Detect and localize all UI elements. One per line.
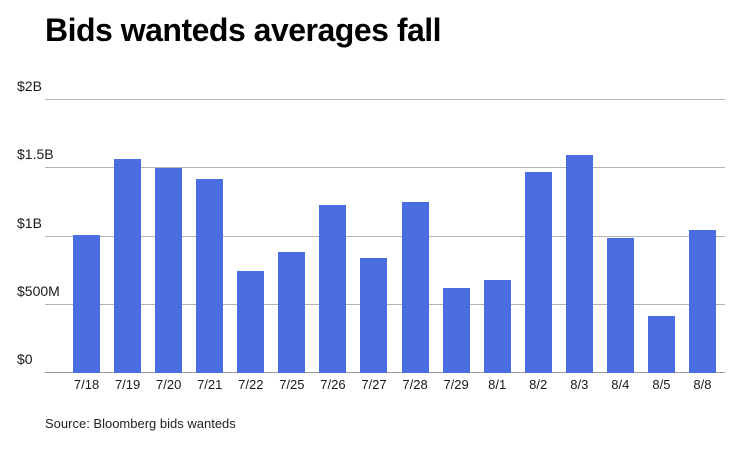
x-tick-label: 8/1 <box>488 377 507 392</box>
x-tick-label: 8/3 <box>570 377 589 392</box>
x-tick-label: 7/27 <box>361 377 387 392</box>
y-tick-label: $500M <box>17 282 60 299</box>
bar-7/19 <box>114 158 142 373</box>
y-tick-label: $0 <box>17 351 33 367</box>
chart-title: Bids wanteds averages fall <box>45 12 442 48</box>
bar-slot <box>641 100 682 373</box>
bar-slot <box>271 100 312 373</box>
x-axis-tick-labels: 7/18 7/19 7/20 7/21 7/22 7/25 7/26 7/27 7/28 7/29… <box>45 377 725 392</box>
bar-7/22 <box>237 270 265 373</box>
gridline <box>45 99 725 100</box>
bar-8/5 <box>647 315 675 373</box>
x-tick-label: 8/2 <box>529 377 548 392</box>
bar-8/8 <box>688 229 716 373</box>
x-tick-label: 7/22 <box>238 377 264 392</box>
bar-slot <box>66 100 107 373</box>
x-tick-label: 7/20 <box>156 377 182 392</box>
bar-8/2 <box>524 172 552 373</box>
bar-slot <box>395 100 436 373</box>
bar-7/21 <box>196 179 224 373</box>
bar-slot <box>477 100 518 373</box>
bar-slot <box>682 100 723 373</box>
x-tick-label: 7/26 <box>320 377 346 392</box>
bar-8/1 <box>483 280 511 373</box>
bar-slot <box>600 100 641 373</box>
bar-slot <box>107 100 148 373</box>
bar-slot <box>436 100 477 373</box>
bar-7/20 <box>155 168 183 373</box>
bar-slot <box>230 100 271 373</box>
y-tick-label: $1.5B <box>17 146 54 163</box>
gridline <box>45 235 725 237</box>
x-tick-label: 8/8 <box>693 377 712 392</box>
bar-8/3 <box>565 154 593 373</box>
x-tick-label: 7/19 <box>114 377 141 392</box>
y-tick-label: $1B <box>17 214 42 231</box>
x-tick-label: 7/29 <box>443 377 469 392</box>
bar-slot <box>559 100 600 373</box>
x-tick-label: 7/25 <box>279 377 305 392</box>
x-tick-label: 7/18 <box>73 377 100 392</box>
x-tick-label: 8/4 <box>611 377 630 392</box>
gridline <box>45 167 725 169</box>
x-tick-label: 7/21 <box>197 377 223 392</box>
bar-7/29 <box>442 288 470 373</box>
bars-layer <box>45 100 725 373</box>
bar-slot <box>189 100 230 373</box>
bar-chart-plot-area: $0 $500M $1B $1.5B $2B 7/18 7/19 7/20 7/21 7/22 7… <box>17 78 725 392</box>
bar-7/18 <box>73 235 101 373</box>
bar-slot <box>353 100 394 373</box>
x-tick-label: 8/5 <box>652 377 671 392</box>
bar-slot <box>518 100 559 373</box>
bar-7/26 <box>319 205 347 373</box>
bar-8/4 <box>606 237 634 373</box>
y-tick-label: $2B <box>17 78 42 94</box>
bar-7/27 <box>360 258 388 373</box>
bar-7/28 <box>401 202 429 373</box>
bar-slot <box>148 100 189 373</box>
x-tick-label: 7/28 <box>402 377 428 392</box>
source-note: Source: Bloomberg bids wanteds <box>45 416 236 431</box>
bar-slot <box>312 100 353 373</box>
bar-7/25 <box>278 251 306 373</box>
